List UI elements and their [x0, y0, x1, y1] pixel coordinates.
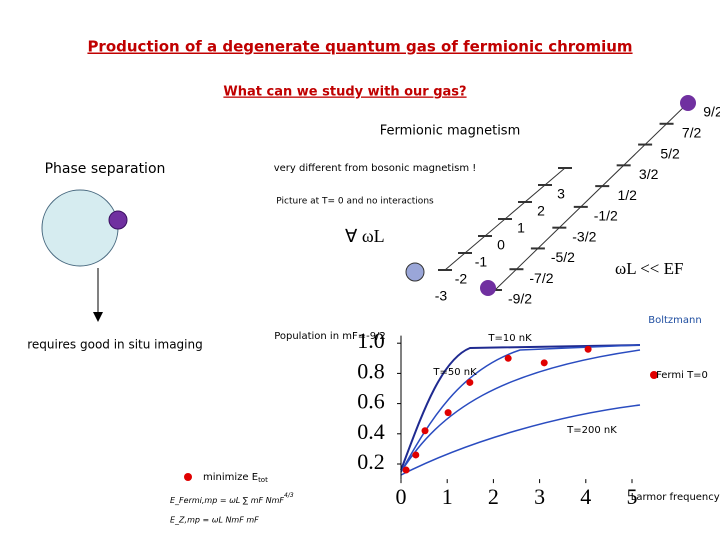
- x-label: Larmor frequency (kHz): [631, 492, 720, 503]
- x-tick-label: 4: [580, 484, 591, 509]
- heading: Fermionic magnetism: [380, 124, 521, 139]
- formula-sup: 4/3: [284, 492, 294, 499]
- note: very different from bosonic magnetism !: [274, 163, 477, 174]
- level-label: -3: [435, 288, 448, 304]
- level-label: -1: [475, 254, 488, 270]
- data-point: [402, 466, 410, 474]
- x-tick-label: 1: [442, 484, 453, 509]
- level-label: 5/2: [660, 145, 680, 161]
- ladder-line: [494, 102, 689, 291]
- level-label: -9/2: [508, 291, 532, 307]
- level-label: -2: [455, 271, 468, 287]
- data-point: [504, 354, 512, 362]
- level-label: 1: [517, 220, 525, 236]
- note: Picture at T= 0 and no interactions: [276, 197, 434, 207]
- level-label: -1/2: [594, 208, 618, 224]
- data-point: [540, 359, 548, 367]
- level-label: -3/2: [572, 228, 596, 244]
- atom: [405, 262, 425, 282]
- x-tick-label: 0: [396, 484, 407, 509]
- subtitle: What can we study with our gas?: [223, 85, 466, 100]
- curve: [400, 344, 641, 473]
- y-tick-label: 0.6: [357, 389, 385, 414]
- curve: [400, 349, 641, 473]
- level-label: -5/2: [551, 249, 575, 265]
- level-label: -7/2: [529, 270, 553, 286]
- arrow-head: [93, 312, 103, 322]
- formula: E_Fermi,mp = ωL ∑ mF NmF4/3: [170, 492, 294, 505]
- data-point: [444, 409, 452, 417]
- level-label: 2: [537, 203, 545, 219]
- x-tick-label: 3: [534, 484, 545, 509]
- level-label: 3: [557, 186, 565, 202]
- annotation: T=50 nK: [432, 367, 477, 378]
- level-label: 7/2: [682, 124, 702, 140]
- gas-cloud: [41, 189, 119, 267]
- atom: [480, 280, 496, 296]
- note: requires good in situ imaging: [27, 338, 202, 352]
- x-tick-label: 2: [488, 484, 499, 509]
- atom: [680, 95, 696, 111]
- annotation: Fermi T=0: [656, 370, 708, 381]
- data-point: [421, 427, 429, 435]
- legend-dot: [184, 473, 192, 481]
- legend: minimize Etot: [203, 472, 268, 484]
- curve: [400, 404, 641, 476]
- level-label: 1/2: [617, 187, 637, 203]
- annotation: T=10 nK: [487, 333, 532, 344]
- y-tick-label: 1.0: [357, 328, 385, 353]
- legend-text: minimize E: [203, 472, 258, 483]
- x-tick-label: 5: [627, 484, 638, 509]
- y-tick-label: 0.2: [357, 449, 385, 474]
- data-point: [584, 345, 592, 353]
- data-point: [466, 378, 474, 386]
- annotation: T=200 nK: [566, 425, 617, 436]
- data-point: [412, 451, 420, 459]
- y-label: Population in mF=-9/2: [274, 331, 386, 342]
- level-label: 3/2: [639, 166, 659, 182]
- level-label: 9/2: [703, 104, 720, 120]
- title: Production of a degenerate quantum gas o…: [87, 38, 632, 56]
- legend-dot: [650, 371, 658, 379]
- heading: Phase separation: [45, 161, 166, 177]
- formula-text: E_Fermi,mp = ωL ∑ mF NmF: [170, 496, 284, 505]
- y-tick-label: 0.4: [357, 419, 385, 444]
- atom: [108, 210, 128, 230]
- formula: E_Z,mp = ωL NmF mF: [170, 516, 259, 525]
- annotation: Boltzmann: [648, 315, 701, 326]
- formula: ∀ ωL: [345, 226, 385, 246]
- y-tick-label: 0.8: [357, 358, 385, 383]
- formula: ωL << EF: [615, 259, 683, 278]
- curve: [400, 344, 641, 471]
- legend-sub: tot: [258, 476, 268, 484]
- level-label: 0: [497, 237, 505, 253]
